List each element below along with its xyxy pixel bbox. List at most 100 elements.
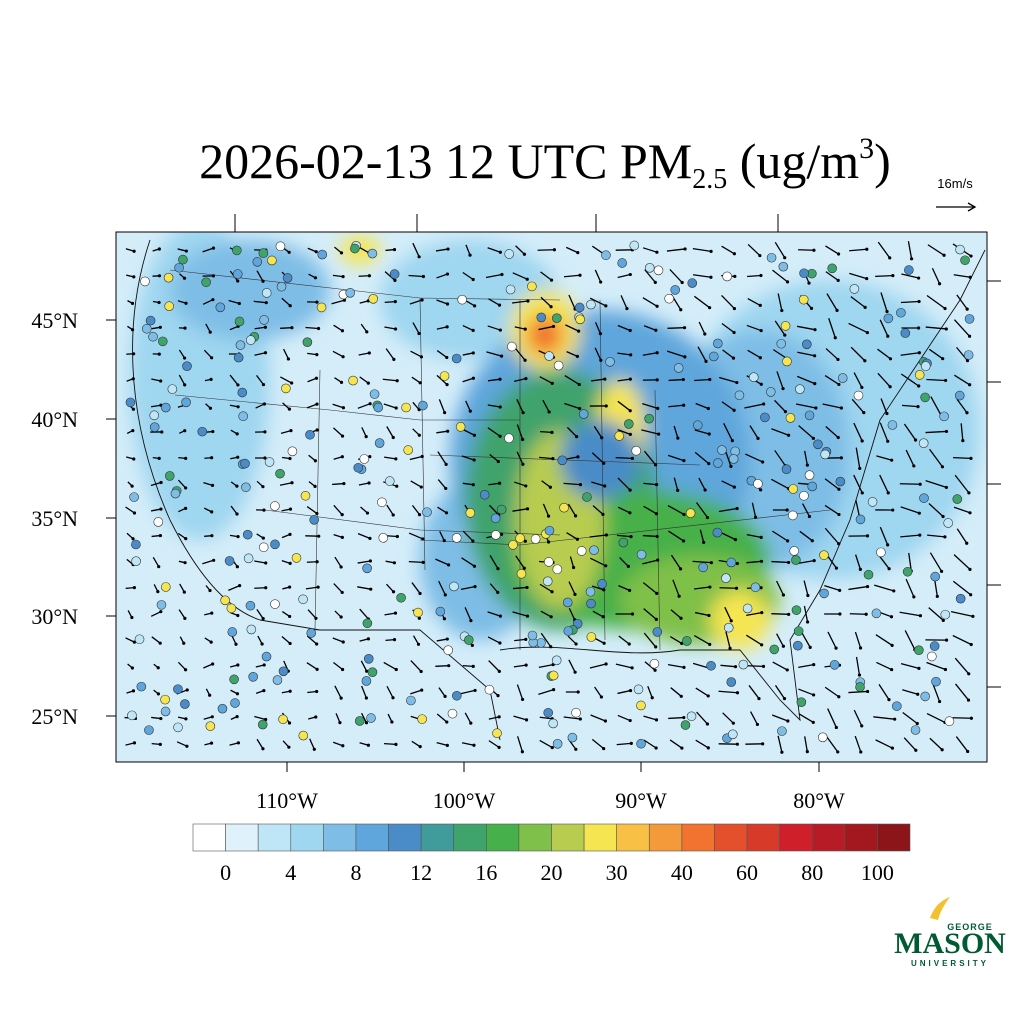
wind-arrow-head <box>209 640 213 644</box>
wind-arrow <box>486 351 502 357</box>
wind-arrow <box>512 508 528 512</box>
wind-arrow <box>125 506 135 514</box>
wind-arrow-head <box>159 610 163 614</box>
wind-arrow-head <box>780 308 784 313</box>
station <box>479 489 490 500</box>
wind-arrow <box>408 560 424 564</box>
wind-arrow-head <box>835 308 839 312</box>
wind-arrow-head <box>445 720 449 724</box>
wind-arrow <box>873 716 895 720</box>
wind-arrow <box>749 711 759 725</box>
wind-arrow-head <box>971 614 975 618</box>
wind-arrow-head <box>445 743 449 747</box>
wind-arrow-head <box>781 386 785 391</box>
wind-arrow-head <box>341 355 345 359</box>
wind-arrow <box>694 378 710 382</box>
station <box>829 660 840 670</box>
wind-arrow <box>280 327 292 329</box>
wind-arrow <box>412 635 420 645</box>
wind-arrow <box>699 529 705 543</box>
wind-arrow-head <box>625 307 629 311</box>
wind-arrow-head <box>419 485 423 489</box>
wind-arrow <box>877 348 891 360</box>
wind-arrow-head <box>394 406 398 410</box>
wind-arrow-head <box>261 279 265 283</box>
station <box>374 438 385 448</box>
wind-arrow <box>925 479 947 489</box>
wind-arrow <box>771 478 789 490</box>
wind-arrow-head <box>473 304 477 308</box>
station <box>652 627 663 637</box>
wind-arrow-head <box>263 351 268 355</box>
stations <box>125 240 975 749</box>
wind-arrow-head <box>890 746 895 750</box>
wind-arrow <box>516 451 524 465</box>
wind-arrow-head <box>445 637 449 641</box>
station <box>167 384 178 394</box>
wind-arrow-head <box>650 696 654 700</box>
station <box>863 569 874 580</box>
station <box>753 478 763 489</box>
wind-arrow-head <box>130 615 134 620</box>
wind-arrow-head <box>733 538 738 542</box>
wind-arrow-head <box>159 507 163 511</box>
wind-arrow-head <box>316 326 321 331</box>
wind-arrow-head <box>314 250 318 254</box>
wind-arrow-head <box>525 614 530 618</box>
wind-arrow <box>953 456 971 460</box>
wind-arrow-head <box>683 355 687 359</box>
wind-arrow <box>460 585 476 591</box>
station <box>242 529 253 540</box>
wind-arrow <box>332 482 344 486</box>
wind-arrow-head <box>759 559 764 563</box>
wind-arrow <box>776 371 784 389</box>
wind-arrow-head <box>888 256 892 260</box>
wind-arrow <box>306 635 318 645</box>
wind-arrow-head <box>552 248 557 252</box>
wind-arrow-head <box>315 667 319 671</box>
wind-arrow-head <box>888 357 893 361</box>
wind-arrow <box>848 690 868 694</box>
station <box>920 691 930 702</box>
wind-arrow-head <box>184 301 188 305</box>
station <box>527 281 537 292</box>
station <box>586 598 596 609</box>
wind-arrow-head <box>811 720 815 724</box>
wind-arrow-head <box>912 595 916 599</box>
wind-arrow <box>516 424 524 440</box>
wind-arrow-head <box>886 439 890 443</box>
station <box>543 707 554 718</box>
wind-arrow <box>594 322 602 334</box>
wind-arrow-head <box>703 488 707 492</box>
wind-arrow-head <box>888 385 892 389</box>
station <box>629 240 640 251</box>
wind-arrow-head <box>735 742 739 746</box>
wind-arrow-head <box>340 434 345 438</box>
station <box>820 449 830 460</box>
wind-arrow-head <box>967 672 971 676</box>
wind-arrow-head <box>316 585 320 589</box>
wind-arrow-head <box>497 481 502 485</box>
wind-arrow <box>229 374 239 386</box>
wind-arrow <box>643 632 657 648</box>
wind-arrow <box>564 402 580 410</box>
station <box>799 490 809 501</box>
wind-arrow <box>855 554 861 570</box>
wind-arrow-head <box>761 664 766 668</box>
wind-arrow <box>512 586 528 590</box>
wind-arrow <box>539 739 553 749</box>
station <box>257 719 268 730</box>
wind-arrow-head <box>443 694 447 698</box>
wind-arrow <box>877 241 891 259</box>
wind-arrow-head <box>364 721 369 725</box>
title-subscript: 2.5 <box>692 164 727 195</box>
wind-arrow <box>693 635 711 645</box>
wind-arrow-head <box>813 354 817 358</box>
wind-arrow-head <box>599 358 603 362</box>
wind-arrow-head <box>339 251 344 255</box>
wind-arrow-head <box>445 325 449 329</box>
station <box>601 250 611 261</box>
station <box>963 350 974 360</box>
wind-arrow <box>332 350 344 358</box>
station <box>867 497 878 507</box>
